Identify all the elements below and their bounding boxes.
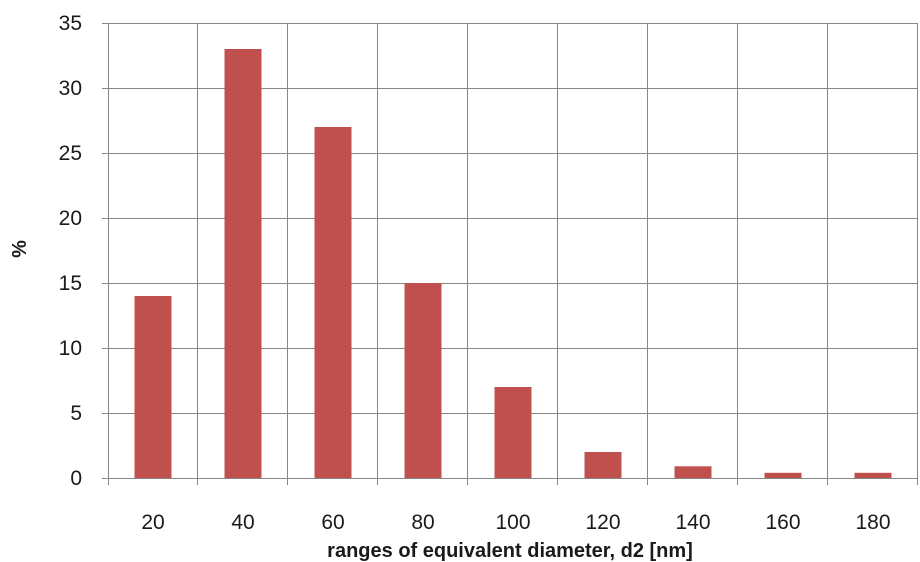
- bar-40: [224, 49, 262, 478]
- y-tick-label-20: 20: [59, 207, 82, 230]
- axes: [102, 23, 918, 485]
- y-tick-label-30: 30: [59, 77, 82, 100]
- y-tick-label-5: 5: [70, 402, 82, 425]
- x-axis-title: ranges of equivalent diameter, d2 [nm]: [327, 540, 693, 562]
- x-tick-label-140: 140: [675, 511, 710, 534]
- bars: [134, 49, 892, 478]
- x-tick-label-160: 160: [765, 511, 800, 534]
- y-tick-label-25: 25: [59, 142, 82, 165]
- bar-60: [314, 127, 352, 478]
- bar-140: [674, 466, 712, 478]
- bar-120: [584, 452, 622, 478]
- bar-160: [764, 472, 802, 478]
- y-tick-label-35: 35: [59, 12, 82, 35]
- y-tick-label-15: 15: [59, 272, 82, 295]
- bar-80: [404, 283, 442, 478]
- x-tick-label-80: 80: [411, 511, 434, 534]
- x-tick-label-180: 180: [855, 511, 890, 534]
- bar-20: [134, 296, 172, 478]
- bar-100: [494, 387, 532, 478]
- x-tick-labels: 20 40 60 80 100 120 140 160 180: [141, 511, 890, 534]
- x-tick-label-100: 100: [495, 511, 530, 534]
- y-axis-title: %: [9, 240, 31, 258]
- bar-180: [854, 472, 892, 478]
- y-tick-label-10: 10: [59, 337, 82, 360]
- y-tick-labels: 0 5 10 15 20 25 30 35: [59, 12, 82, 490]
- x-tick-label-60: 60: [321, 511, 344, 534]
- x-tick-label-40: 40: [231, 511, 254, 534]
- x-tick-label-120: 120: [585, 511, 620, 534]
- x-tick-label-20: 20: [141, 511, 164, 534]
- y-tick-label-0: 0: [70, 467, 82, 490]
